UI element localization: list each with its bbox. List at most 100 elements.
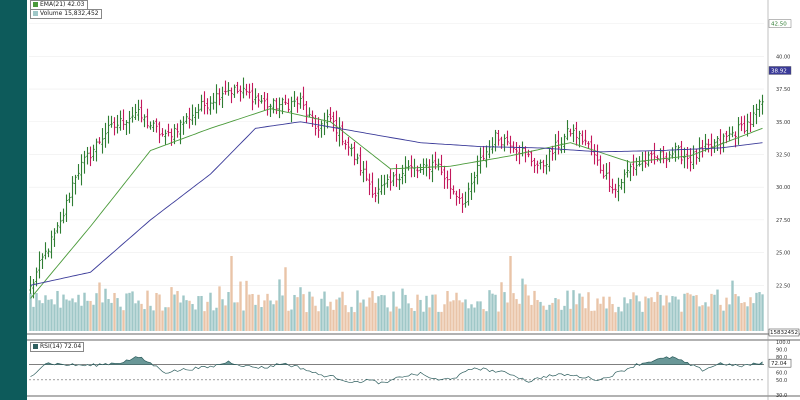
volume-bar [476, 301, 479, 331]
volume-bar [470, 304, 473, 331]
volume-bar [401, 288, 404, 331]
volume-bar [233, 302, 236, 331]
volume-bar [278, 279, 281, 331]
volume-bar [512, 293, 515, 331]
volume-bar [50, 299, 53, 331]
volume-bar [563, 305, 566, 331]
volume-bar [425, 295, 428, 331]
price-tag-box [768, 19, 792, 28]
volume-bar [80, 305, 83, 331]
volume-bar [65, 299, 68, 331]
volume-bar [371, 290, 374, 331]
volume-bar [566, 290, 569, 331]
volume-bar [215, 307, 218, 331]
volume-bar [743, 302, 746, 331]
volume-legend-value: 15,832,452 [64, 10, 99, 17]
volume-bar [530, 304, 533, 331]
volume-bar [53, 304, 56, 331]
volume-bar [350, 306, 353, 331]
volume-bar [578, 293, 581, 331]
volume-bar [158, 294, 161, 331]
volume-bar [374, 302, 377, 331]
volume-bar [614, 312, 617, 331]
volume-bar [713, 294, 716, 331]
volume-bar [434, 294, 437, 331]
volume-bar [245, 280, 248, 331]
volume-bar [596, 298, 599, 331]
volume-bar [347, 312, 350, 331]
volume-bar [362, 299, 365, 331]
volume-bar [656, 291, 659, 331]
rsi-tick-label: 50.0 [776, 378, 787, 384]
volume-bar [608, 296, 611, 331]
volume-bar [386, 307, 389, 331]
volume-bar [692, 295, 695, 331]
volume-bar [404, 294, 407, 331]
volume-bar [740, 303, 743, 331]
volume-bar [71, 298, 74, 331]
volume-bar [209, 292, 212, 331]
ema-fast-line [30, 108, 763, 299]
ema-slow-line [30, 121, 763, 286]
volume-bar [191, 304, 194, 331]
price-tags: 42.50 38.92 72.04 15832452 [768, 19, 800, 368]
volume-bar [626, 303, 629, 331]
volume-bar [311, 296, 314, 331]
volume-bar [524, 284, 527, 331]
volume-bar [605, 308, 608, 331]
ema-slow-tag-box [768, 66, 792, 75]
rsi-legend-name: RSI(14) [40, 343, 63, 350]
volume-bar [587, 292, 590, 331]
volume-bar [287, 310, 290, 331]
volume-bar [602, 296, 605, 331]
volume-bar [584, 308, 587, 331]
volume-bar [344, 305, 347, 331]
rsi-overbought-fill [30, 356, 763, 365]
volume-bar [641, 311, 644, 331]
volume-bar [179, 302, 182, 331]
volume-bar [131, 291, 134, 331]
volume-bar [188, 300, 191, 331]
volume-bar [728, 304, 731, 331]
volume-bar [197, 296, 200, 331]
volume-bar [746, 306, 749, 331]
volume-bar [527, 295, 530, 331]
volume-bar [593, 310, 596, 331]
volume-bar [449, 301, 452, 331]
volume-bar [389, 311, 392, 331]
price-axis: 22.50 25.00 27.50 30.00 32.50 35.00 37.50 40.00… [776, 22, 790, 290]
price-tick-label: 25.00 [776, 251, 790, 257]
volume-bar [506, 302, 509, 331]
volume-bar [590, 310, 593, 331]
volume-legend-name: Volume [40, 10, 63, 17]
volume-bar [458, 300, 461, 331]
volume-bar [269, 300, 272, 331]
volume-bar [539, 301, 542, 331]
volume-bar [296, 297, 299, 331]
volume-bar [545, 309, 548, 331]
ema-legend-value: 42.03 [67, 1, 85, 8]
volume-bar [359, 302, 362, 331]
volume-bar [266, 293, 269, 331]
volume-bar [368, 297, 371, 331]
volume-bar [749, 297, 752, 331]
volume-bar [182, 295, 185, 331]
volume-bar [203, 311, 206, 331]
volume-bar [86, 300, 89, 331]
volume-bar [497, 311, 500, 331]
volume-bar [116, 298, 119, 331]
volume-bar [659, 294, 662, 331]
volume-bar [134, 303, 137, 331]
volume-bar [554, 298, 557, 331]
price-tick-label: 40.00 [776, 54, 790, 60]
volume-bar [95, 293, 98, 331]
volume-bar [617, 306, 620, 331]
volume-bar [272, 304, 275, 331]
volume-bar [146, 290, 149, 331]
ema-legend-name: EMA(21) [40, 1, 66, 8]
volume-bar [119, 306, 122, 331]
volume-bar [443, 304, 446, 331]
volume-bar [68, 300, 71, 331]
volume-bar [98, 282, 101, 331]
volume-bar [251, 294, 254, 331]
